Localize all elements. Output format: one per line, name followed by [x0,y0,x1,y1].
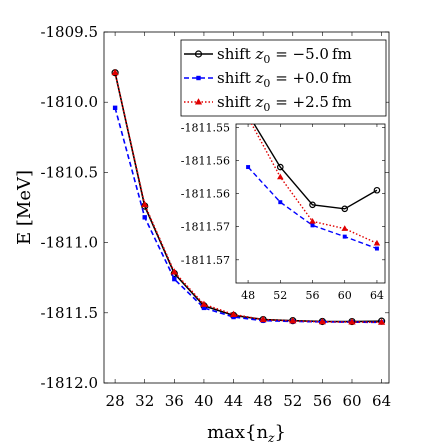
inset-data-point [341,225,348,231]
data-point [170,268,178,275]
inset-data-point [374,246,379,251]
y-tick-label: -1809.5 [40,23,98,41]
inset-data-point [373,186,381,194]
x-tick-label: 64 [372,392,391,410]
inset-data-point [342,234,347,239]
legend-marker [194,98,203,105]
data-point [141,200,149,208]
y-axis-title: E [MeV] [14,170,35,245]
y-tick-label: -1810.0 [40,93,98,111]
data-point [142,215,147,220]
legend-label-value: = −5.0 [270,45,329,63]
x-tick-label: 32 [135,392,154,410]
legend-label: shift z0 = −5.0 fm [217,45,352,66]
legend-label-value: = +2.5 [270,93,329,111]
data-point [318,318,326,325]
legend-label-value: = +0.0 [270,69,329,87]
inset-data-point [373,239,381,246]
inset-x-tick-label: 48 [241,289,255,302]
y-tick-label: -1812.0 [40,374,98,392]
legend-label-var: z [255,45,264,63]
x-tick-label: 48 [254,392,273,410]
x-tick-label: 56 [313,392,332,410]
inset-series-line [253,124,378,210]
series-line [114,72,382,324]
inset-data-point [309,201,316,209]
inset-data-point [277,173,284,180]
legend-label-unit: fm [332,45,352,63]
data-point [200,300,208,307]
inset-y-tick-label: -1811.57 [181,254,230,267]
inset-y-tick-label: -1811.57 [181,221,230,234]
inset-data-point [309,217,316,224]
legend-label-prefix: shift [217,69,256,87]
data-point [112,105,118,111]
legend-marker [194,50,203,58]
legend-label-sub: 0 [263,77,270,90]
main-plot: 28 32 36 40 44 48 52 56 60 64 -1809.5 -1810.0 -1810.… [14,23,391,445]
inset-x-tick-label: 52 [273,289,287,302]
x-tick-label: 36 [165,392,184,410]
data-point [377,318,386,325]
inset-y-tick-label: -1811.56 [181,154,230,167]
y-tick-label: -1811.0 [40,234,98,252]
x-tick-label: 60 [342,392,361,410]
x-tick-label: 28 [106,392,125,410]
x-tick-label: 52 [283,392,302,410]
legend-label-var: z [255,93,264,111]
legend-label-prefix: shift [217,93,256,111]
legend-label: shift z0 = +2.5 fm [217,93,352,114]
inset-data-point [310,223,315,228]
main-series-group [111,68,386,326]
plot-frame [103,31,390,384]
series-line [114,107,382,324]
legend-label-sub: 0 [263,53,270,66]
inset-x-tick-label: 60 [338,289,352,302]
legend-label-unit: fm [332,69,352,87]
data-point [289,317,297,324]
inset-data-point [278,200,283,205]
inset-series-group [246,124,381,251]
legend-label-prefix: shift [217,45,256,63]
legend-marker [196,75,201,81]
data-point [259,315,267,323]
x-tick-label: 44 [224,392,243,410]
inset-data-point [276,163,284,171]
inset-plot: 48 52 56 60 64 -1811.55 -1811.56 -1811.56 -1811.… [181,121,386,302]
inset-series-line [247,166,378,250]
legend-label: shift z0 = +0.0 fm [217,69,352,90]
legend-label-unit: fm [332,93,352,111]
data-point [348,318,356,325]
data-point [229,310,238,317]
series-line [114,72,382,323]
x-axis-title: max{nz} [207,422,286,445]
data-point [111,68,119,76]
x-tick-label: 40 [194,392,213,410]
y-tick-label: -1811.5 [40,304,98,322]
inset-y-tick-label: -1811.55 [181,121,230,134]
inset-data-point [341,205,349,213]
legend-label-sub: 0 [263,101,270,114]
data-point [172,276,177,282]
legend-label-var: z [255,69,264,87]
inset-x-tick-label: 56 [306,289,320,302]
inset-data-point [246,165,251,170]
legend-box [180,39,387,117]
y-tick-label: -1810.5 [40,163,98,181]
data-point [201,305,207,311]
inset-y-tick-label: -1811.56 [181,188,230,201]
inset-x-tick-label: 64 [370,289,384,302]
data-point [231,314,236,320]
